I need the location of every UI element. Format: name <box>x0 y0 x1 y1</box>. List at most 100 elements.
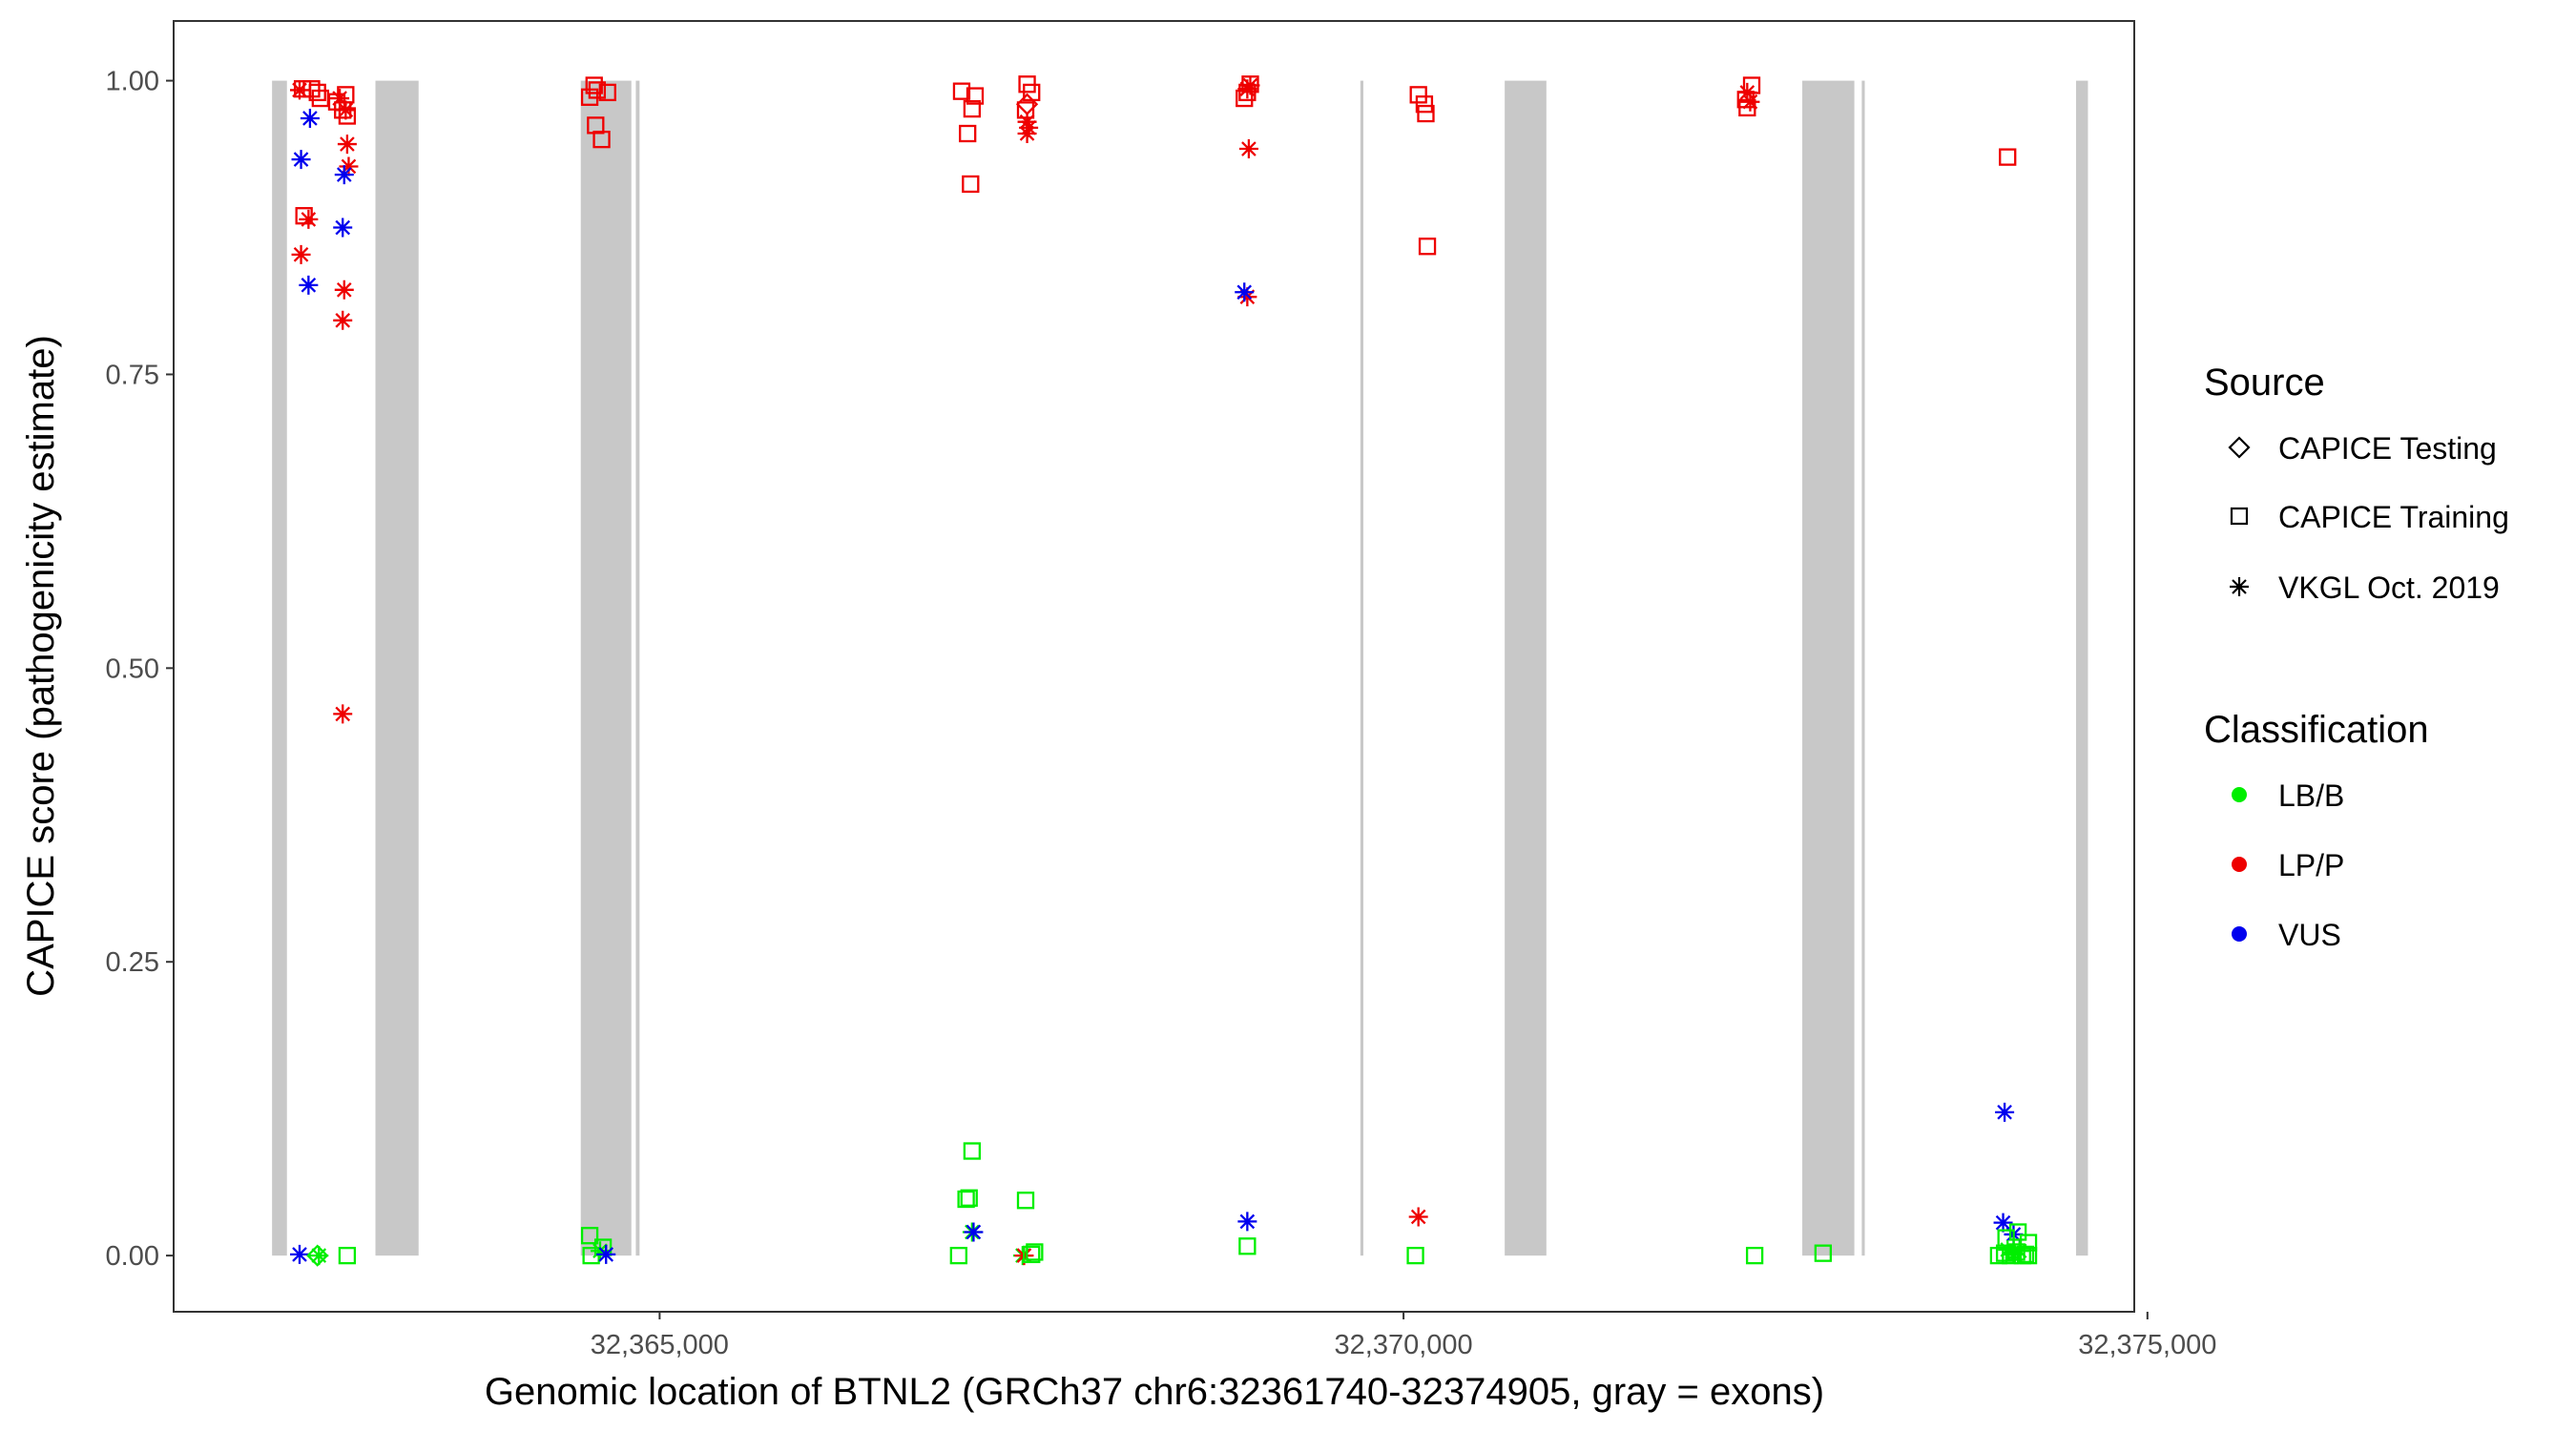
data-point-vkgl <box>299 209 319 229</box>
data-point-training <box>2008 1223 2027 1241</box>
x-tick-label: 32,370,000 <box>1335 1330 1473 1360</box>
data-point-vkgl <box>1238 139 1258 159</box>
exon-band <box>1505 80 1547 1256</box>
data-point-training <box>592 131 611 149</box>
exon-band <box>635 80 640 1256</box>
data-point-vkgl <box>1237 79 1257 99</box>
x-tick-label: 32,365,000 <box>591 1330 729 1360</box>
y-tick-label: 0.25 <box>106 947 159 978</box>
data-point-vkgl <box>2004 1244 2024 1264</box>
exon-band <box>375 80 419 1256</box>
x-axis-title: Genomic location of BTNL2 (GRCh37 chr6:3… <box>485 1371 1824 1413</box>
data-point-vkgl <box>1408 1207 1428 1227</box>
y-tick-label: 0.50 <box>106 653 159 684</box>
data-point-training <box>1814 1244 1833 1262</box>
legend-label-capice-testing: CAPICE Testing <box>2278 431 2497 466</box>
data-point-vkgl <box>333 310 353 330</box>
data-point-training <box>1417 104 1435 123</box>
data-point-vkgl <box>1740 92 1760 112</box>
data-point-vkgl <box>336 100 356 120</box>
data-point-training <box>1989 1246 2008 1265</box>
legend: Source CAPICE Testing CAPICE Training VK… <box>2204 362 2509 952</box>
data-point-vkgl <box>1737 82 1757 102</box>
data-point-training <box>1745 1246 1764 1265</box>
data-point-training <box>1418 238 1437 256</box>
data-point-vkgl <box>1235 282 1255 302</box>
data-point-testing <box>306 1244 329 1267</box>
axis-ticks: 0.00 0.25 0.50 0.75 1.00 32,365,000 32,370,000… <box>106 67 2217 1360</box>
data-point-vkgl <box>337 135 357 155</box>
asterisk-shape-icon <box>2230 577 2249 596</box>
lpp-color-dot-icon <box>2232 857 2247 872</box>
exon-band <box>1802 80 1855 1256</box>
data-point-training <box>959 124 977 143</box>
data-point-vkgl <box>1019 117 1039 137</box>
data-point-training <box>960 1189 978 1207</box>
legend-item-capice-testing: CAPICE Testing <box>2228 431 2497 466</box>
legend-item-capice-training: CAPICE Training <box>2230 500 2509 534</box>
data-point-training <box>1406 1246 1424 1265</box>
x-tick-label: 32,375,000 <box>2078 1330 2216 1360</box>
data-point-training <box>2019 1246 2038 1265</box>
square-shape-icon <box>2230 507 2249 526</box>
exon-band <box>580 80 632 1256</box>
y-tick-label: 0.00 <box>106 1241 159 1272</box>
data-point-training <box>1016 1192 1035 1210</box>
data-point-vkgl <box>333 218 353 238</box>
legend-title-source: Source <box>2204 362 2325 404</box>
data-point-training <box>302 80 321 98</box>
data-point-training <box>1415 95 1434 114</box>
data-point-training <box>598 83 616 102</box>
data-point-training <box>963 1142 982 1160</box>
data-point-vkgl <box>1237 287 1257 307</box>
exon-band <box>272 80 287 1256</box>
data-point-vkgl <box>590 1241 610 1261</box>
data-point-training <box>338 1246 357 1265</box>
data-point-training <box>308 83 326 102</box>
data-point-vkgl <box>330 89 350 109</box>
diamond-shape-icon <box>2228 436 2251 459</box>
data-point-vkgl <box>596 1244 616 1264</box>
legend-label-vkgl: VKGL Oct. 2019 <box>2278 570 2500 605</box>
data-point-training <box>311 89 329 108</box>
legend-label-vus: VUS <box>2278 918 2341 952</box>
data-point-training <box>587 116 605 135</box>
data-point-training <box>963 99 982 118</box>
lbb-color-dot-icon <box>2232 787 2247 802</box>
exon-band <box>1861 80 1865 1256</box>
data-point-vkgl <box>291 150 311 170</box>
data-point-training <box>580 1227 599 1245</box>
legend-label-lpp: LP/P <box>2278 848 2344 882</box>
data-point-vkgl <box>1237 1212 1257 1232</box>
data-point-vkgl <box>964 1222 984 1242</box>
data-point-vkgl <box>1993 1213 2013 1233</box>
data-point-training <box>952 82 971 100</box>
data-point-vkgl <box>2009 1241 2029 1261</box>
data-point-training <box>957 1190 975 1209</box>
data-point-vkgl <box>1017 112 1037 132</box>
data-point-training <box>949 1246 967 1265</box>
plot-panel-border <box>173 20 2135 1313</box>
data-point-vkgl <box>1995 1102 2015 1122</box>
data-point-vkgl <box>289 1244 309 1264</box>
data-point-training <box>1016 101 1035 119</box>
legend-item-lbb: LB/B <box>2232 778 2344 813</box>
legend-item-vkgl: VKGL Oct. 2019 <box>2230 570 2500 605</box>
data-point-training <box>1409 86 1427 104</box>
exon-bands <box>272 80 2088 1256</box>
data-point-vkgl <box>291 244 311 264</box>
legend-item-lpp: LP/P <box>2232 848 2344 882</box>
data-point-training <box>1023 1245 1041 1264</box>
y-tick-label: 1.00 <box>106 67 159 97</box>
y-tick-label: 0.75 <box>106 360 159 390</box>
data-point-vkgl <box>333 704 353 724</box>
legend-label-capice-training: CAPICE Training <box>2278 500 2509 534</box>
legend-title-classification: Classification <box>2204 709 2429 751</box>
data-point-training <box>962 175 980 194</box>
data-point-vkgl <box>309 1246 329 1266</box>
data-point-training <box>1999 148 2017 166</box>
data-point-vkgl <box>334 165 354 185</box>
data-point-vkgl <box>339 156 359 176</box>
